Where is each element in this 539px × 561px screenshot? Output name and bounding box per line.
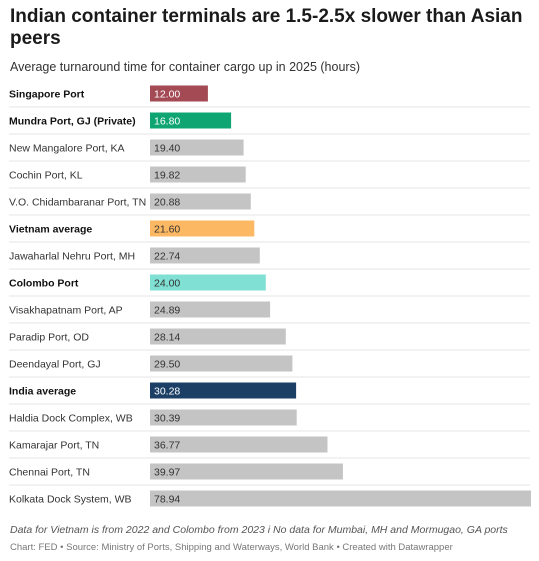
value-label-v-o-chidambaranar-port-tn: 20.88	[154, 197, 180, 209]
chart-credit: Chart: FED • Source: Ministry of Ports, …	[10, 542, 453, 553]
bar-v-o-chidambaranar-port-tn	[150, 193, 251, 210]
value-label-new-mangalore-port-ka: 19.40	[154, 143, 180, 155]
bar-kolkata-dock-system-wb	[150, 490, 531, 507]
category-label-singapore-port: Singapore Port	[9, 89, 85, 101]
category-label-colombo-port: Colombo Port	[9, 278, 79, 290]
category-label-jawaharlal-nehru-port-mh: Jawaharlal Nehru Port, MH	[9, 251, 135, 263]
category-label-cochin-port-kl: Cochin Port, KL	[9, 170, 83, 182]
category-label-visakhapatnam-port-ap: Visakhapatnam Port, AP	[9, 305, 123, 317]
bar-vietnam-average	[150, 220, 255, 237]
value-label-haldia-dock-complex-wb: 30.39	[154, 413, 180, 425]
chart-title: Indian container terminals are 1.5-2.5x …	[10, 6, 523, 49]
category-label-haldia-dock-complex-wb: Haldia Dock Complex, WB	[9, 413, 133, 425]
category-label-india-average: India average	[9, 386, 76, 398]
value-label-deendayal-port-gj: 29.50	[154, 359, 180, 371]
category-label-paradip-port-od: Paradip Port, OD	[9, 332, 89, 344]
bar-paradip-port-od	[150, 328, 286, 345]
value-label-colombo-port: 24.00	[154, 278, 180, 290]
bar-mundra-port-gj-private	[150, 112, 232, 129]
value-label-singapore-port: 12.00	[154, 89, 180, 101]
category-label-new-mangalore-port-ka: New Mangalore Port, KA	[9, 143, 125, 155]
bar-jawaharlal-nehru-port-mh	[150, 247, 260, 264]
bar-india-average	[150, 382, 297, 399]
bar-chennai-port-tn	[150, 463, 343, 480]
category-label-v-o-chidambaranar-port-tn: V.O. Chidambaranar Port, TN	[9, 197, 146, 209]
bar-colombo-port	[150, 274, 266, 291]
bar-new-mangalore-port-ka	[150, 139, 244, 156]
chart-note: Data for Vietnam is from 2022 and Colomb…	[10, 524, 508, 536]
category-label-chennai-port-tn: Chennai Port, TN	[9, 467, 90, 479]
value-label-vietnam-average: 21.60	[154, 224, 180, 236]
value-label-jawaharlal-nehru-port-mh: 22.74	[154, 251, 180, 263]
value-label-chennai-port-tn: 39.97	[154, 467, 180, 479]
category-label-vietnam-average: Vietnam average	[9, 224, 92, 236]
category-label-kamarajar-port-tn: Kamarajar Port, TN	[9, 440, 99, 452]
bar-haldia-dock-complex-wb	[150, 409, 297, 426]
value-label-visakhapatnam-port-ap: 24.89	[154, 305, 180, 317]
category-label-mundra-port-gj-private: Mundra Port, GJ (Private)	[9, 116, 136, 128]
value-label-mundra-port-gj-private: 16.80	[154, 116, 180, 128]
value-label-paradip-port-od: 28.14	[154, 332, 180, 344]
value-label-cochin-port-kl: 19.82	[154, 170, 180, 182]
bar-deendayal-port-gj	[150, 355, 293, 372]
bar-chart: Singapore Port 12.00 Mundra Port, GJ (Priv…	[9, 85, 531, 507]
value-label-kamarajar-port-tn: 36.77	[154, 440, 180, 452]
value-label-india-average: 30.28	[154, 386, 180, 398]
chart-subtitle: Average turnaround time for container ca…	[10, 60, 360, 74]
category-label-deendayal-port-gj: Deendayal Port, GJ	[9, 359, 101, 371]
bar-cochin-port-kl	[150, 166, 246, 183]
bar-singapore-port	[150, 85, 208, 102]
bar-visakhapatnam-port-ap	[150, 301, 271, 318]
bar-kamarajar-port-tn	[150, 436, 328, 453]
category-label-kolkata-dock-system-wb: Kolkata Dock System, WB	[9, 494, 132, 506]
value-label-kolkata-dock-system-wb: 78.94	[154, 494, 180, 506]
